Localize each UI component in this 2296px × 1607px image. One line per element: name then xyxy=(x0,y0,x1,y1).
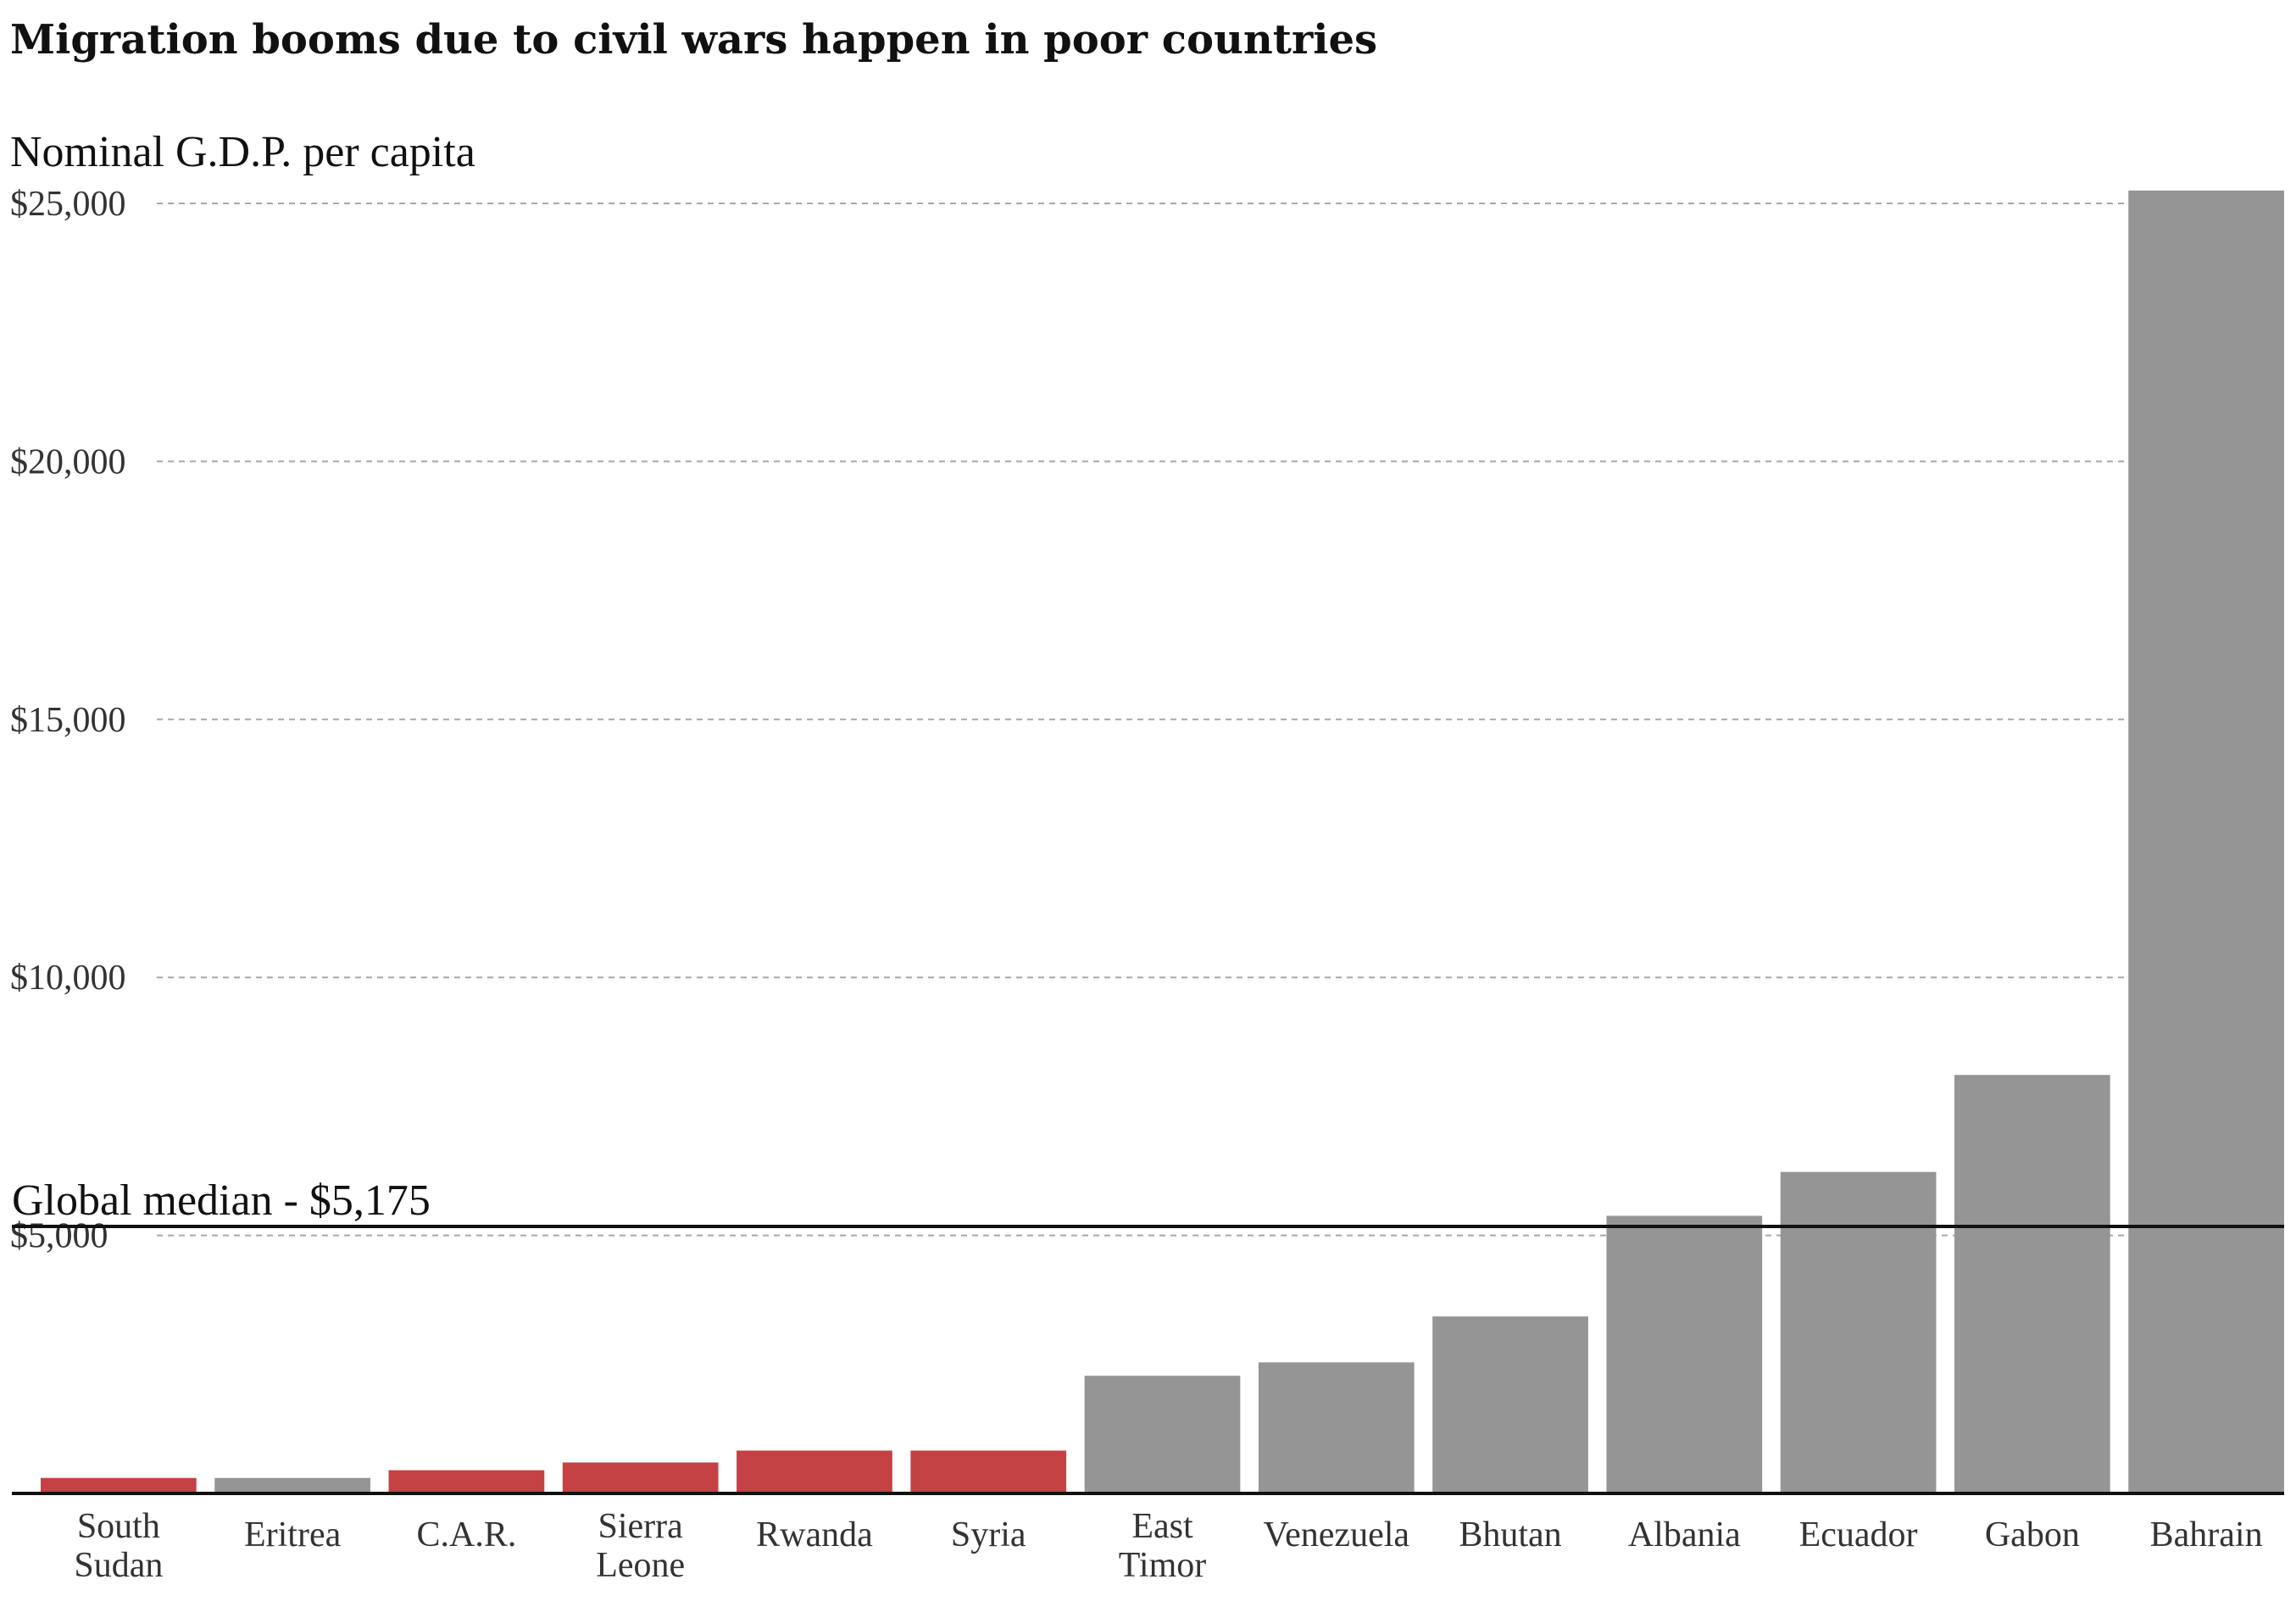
grid-lines xyxy=(157,203,2284,1237)
bar xyxy=(1258,1362,1415,1493)
x-tick-label: South Sudan xyxy=(74,1507,163,1585)
bar xyxy=(1432,1316,1588,1493)
x-tick-label: Venezuela xyxy=(1263,1515,1409,1554)
bar xyxy=(1954,1075,2110,1493)
bar xyxy=(1606,1215,1763,1493)
y-tick-label: $15,000 xyxy=(10,701,126,740)
bar xyxy=(737,1450,892,1493)
bar xyxy=(562,1462,719,1493)
x-tick-label: Bhutan xyxy=(1459,1515,1561,1554)
y-tick-label: $5,000 xyxy=(10,1217,108,1256)
chart-title: Migration booms due to civil wars happen… xyxy=(10,16,1377,64)
bar xyxy=(1084,1376,1241,1493)
x-tick-label: C.A.R. xyxy=(416,1515,516,1554)
bar xyxy=(1780,1171,1937,1493)
x-tick-labels: South Sudan Eritrea C.A.R. Sierra Leone Rwanda… xyxy=(74,1507,2262,1585)
bars xyxy=(41,190,2284,1493)
x-tick-label: Gabon xyxy=(1985,1515,2080,1554)
x-tick-label: Ecuador xyxy=(1799,1515,1918,1554)
bar xyxy=(910,1450,1067,1493)
bar xyxy=(214,1477,370,1493)
x-tick-label: Eritrea xyxy=(244,1515,342,1554)
bar xyxy=(388,1470,545,1493)
y-tick-label: $10,000 xyxy=(10,959,126,998)
y-axis-label: Nominal G.D.P. per capita xyxy=(10,128,475,176)
global-median-label: Global median - $5,175 xyxy=(12,1176,431,1225)
bar xyxy=(41,1477,197,1493)
x-tick-label: Rwanda xyxy=(756,1515,873,1554)
x-tick-label: Bahrain xyxy=(2150,1515,2263,1554)
x-tick-label: Sierra Leone xyxy=(596,1507,685,1585)
bar xyxy=(2128,190,2284,1493)
y-tick-label: $25,000 xyxy=(10,185,126,224)
y-tick-label: $20,000 xyxy=(10,442,126,481)
x-tick-label: East Timor xyxy=(1119,1507,1207,1585)
x-tick-label: Syria xyxy=(951,1515,1026,1554)
x-tick-label: Albania xyxy=(1628,1515,1741,1554)
y-tick-labels: $5,000 $10,000 $15,000 $20,000 $25,000 xyxy=(10,185,126,1256)
